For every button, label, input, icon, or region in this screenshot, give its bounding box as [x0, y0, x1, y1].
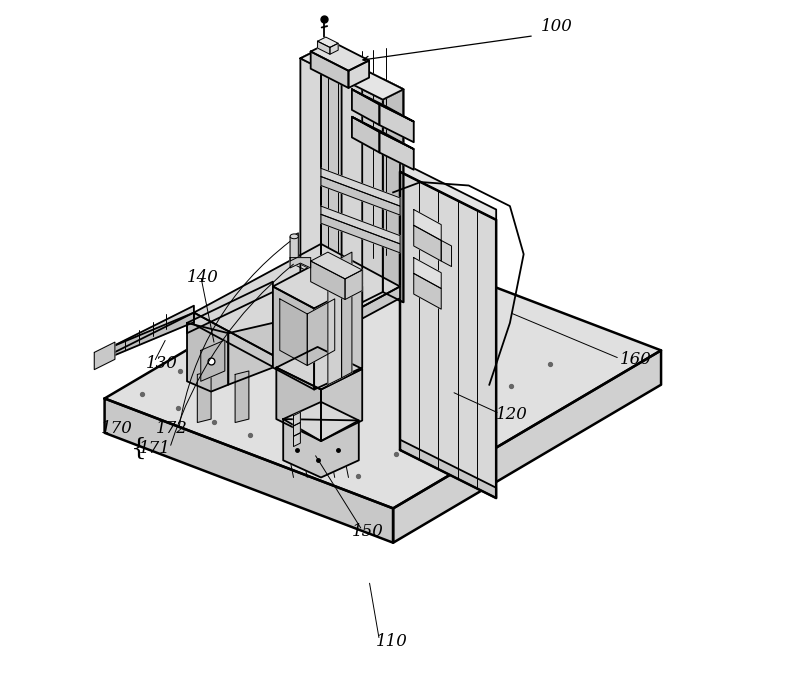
- Polygon shape: [321, 48, 403, 302]
- Polygon shape: [321, 168, 400, 206]
- Polygon shape: [111, 306, 194, 354]
- Polygon shape: [187, 323, 228, 392]
- Polygon shape: [105, 240, 661, 508]
- Polygon shape: [379, 104, 414, 142]
- Polygon shape: [228, 323, 273, 385]
- Polygon shape: [194, 313, 273, 367]
- Polygon shape: [321, 214, 400, 253]
- Text: 172: 172: [156, 420, 188, 437]
- Polygon shape: [201, 340, 225, 381]
- Polygon shape: [235, 371, 249, 423]
- Polygon shape: [328, 258, 342, 385]
- Polygon shape: [310, 41, 369, 71]
- Polygon shape: [310, 261, 345, 300]
- Polygon shape: [442, 240, 451, 267]
- Polygon shape: [105, 398, 393, 543]
- Text: 150: 150: [352, 523, 384, 540]
- Polygon shape: [330, 43, 338, 54]
- Text: {: {: [130, 436, 146, 460]
- Text: 140: 140: [187, 269, 219, 286]
- Polygon shape: [310, 252, 362, 279]
- Polygon shape: [321, 369, 362, 441]
- Polygon shape: [414, 210, 442, 240]
- Text: 170: 170: [101, 420, 133, 437]
- Text: 160: 160: [620, 351, 652, 368]
- Polygon shape: [111, 313, 194, 357]
- Polygon shape: [187, 282, 273, 333]
- Text: 100: 100: [541, 18, 573, 35]
- Polygon shape: [321, 206, 400, 244]
- Text: 171: 171: [139, 440, 171, 458]
- Polygon shape: [349, 60, 369, 88]
- Polygon shape: [276, 347, 362, 390]
- Polygon shape: [321, 177, 400, 215]
- Polygon shape: [318, 41, 330, 54]
- Polygon shape: [283, 402, 358, 441]
- Polygon shape: [352, 117, 414, 149]
- Polygon shape: [345, 270, 362, 300]
- Polygon shape: [414, 273, 442, 309]
- Polygon shape: [383, 79, 403, 302]
- Polygon shape: [273, 286, 314, 390]
- Polygon shape: [94, 342, 115, 370]
- Polygon shape: [362, 79, 403, 100]
- Polygon shape: [400, 172, 496, 498]
- Polygon shape: [400, 440, 496, 498]
- Polygon shape: [273, 286, 400, 367]
- Polygon shape: [342, 252, 352, 378]
- Polygon shape: [198, 371, 211, 423]
- Polygon shape: [294, 423, 300, 436]
- Polygon shape: [294, 433, 300, 447]
- Polygon shape: [321, 48, 342, 278]
- Polygon shape: [393, 350, 661, 543]
- Polygon shape: [300, 48, 403, 100]
- Polygon shape: [310, 52, 349, 88]
- Text: 120: 120: [496, 406, 528, 423]
- Polygon shape: [276, 368, 321, 441]
- Text: 130: 130: [146, 354, 178, 372]
- Polygon shape: [283, 419, 358, 477]
- Polygon shape: [318, 37, 338, 47]
- Text: 110: 110: [376, 633, 408, 650]
- Polygon shape: [290, 258, 310, 268]
- Polygon shape: [194, 244, 400, 355]
- Polygon shape: [273, 261, 362, 308]
- Polygon shape: [352, 117, 379, 153]
- Polygon shape: [300, 48, 342, 69]
- Polygon shape: [400, 161, 496, 220]
- Polygon shape: [352, 89, 414, 122]
- Polygon shape: [290, 233, 298, 261]
- Polygon shape: [294, 412, 300, 426]
- Polygon shape: [280, 299, 307, 365]
- Polygon shape: [307, 299, 334, 365]
- Polygon shape: [379, 132, 414, 170]
- Polygon shape: [414, 225, 442, 261]
- Polygon shape: [362, 79, 383, 302]
- Polygon shape: [300, 48, 321, 278]
- Polygon shape: [352, 89, 379, 125]
- Polygon shape: [314, 286, 362, 390]
- Ellipse shape: [290, 234, 298, 239]
- Polygon shape: [414, 258, 442, 289]
